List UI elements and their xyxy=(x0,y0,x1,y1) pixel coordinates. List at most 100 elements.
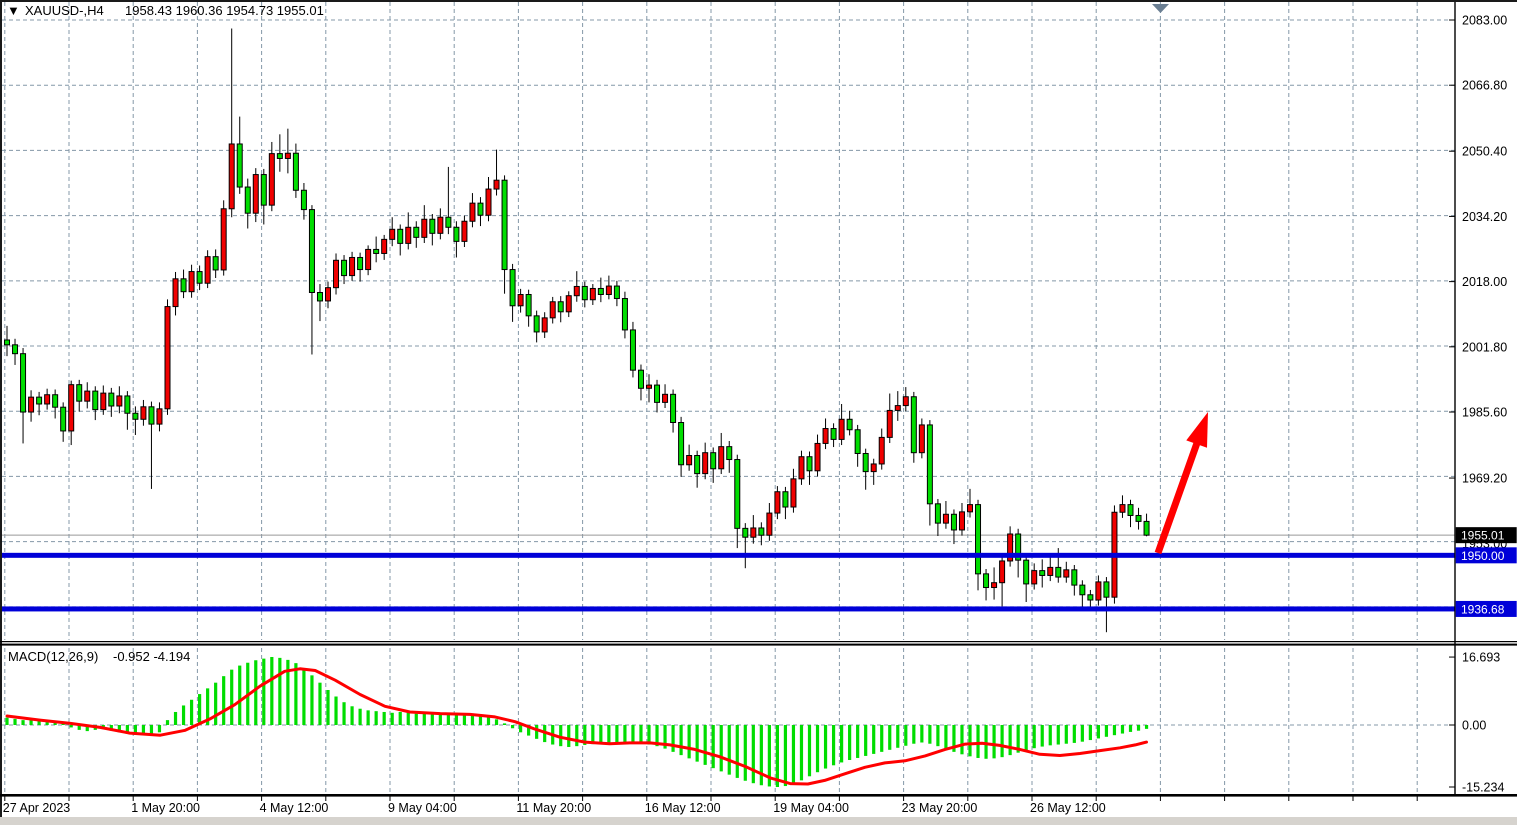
candle-bear xyxy=(533,315,540,333)
candle-bull xyxy=(461,220,468,242)
candle-bear xyxy=(413,226,420,238)
gridlines xyxy=(2,2,1455,792)
candle-bear xyxy=(581,285,588,301)
candle-bull xyxy=(605,285,612,296)
candle-bear xyxy=(180,278,187,293)
candle-bear xyxy=(934,503,941,524)
candle-bull xyxy=(798,456,805,480)
candle-bull xyxy=(702,452,709,475)
candle-bear xyxy=(670,393,677,424)
horizontal-level-line[interactable] xyxy=(2,606,1455,612)
candle-bear xyxy=(1127,504,1134,516)
candle-bull xyxy=(662,393,669,403)
candle-bear xyxy=(862,452,869,473)
candle-bear xyxy=(244,186,251,214)
candle-bull xyxy=(750,527,757,538)
candle-bear xyxy=(92,390,99,411)
candle-bear xyxy=(742,527,749,538)
level-price-badge-text: 1950.00 xyxy=(1461,549,1505,563)
candle-bull xyxy=(999,560,1006,584)
symbol-dropdown-icon[interactable]: ▼ xyxy=(7,3,20,18)
candle-bull xyxy=(1047,566,1054,576)
price-axis-label: 2050.40 xyxy=(1462,145,1507,159)
candle-bear xyxy=(316,291,323,302)
candle-bear xyxy=(300,189,307,211)
candle-bear xyxy=(477,202,484,216)
candle-bull xyxy=(252,174,259,214)
time-axis-label: 9 May 04:00 xyxy=(388,801,457,815)
macd-axis-label: -15.234 xyxy=(1462,781,1504,795)
candle-bull xyxy=(437,216,444,234)
candle-bull xyxy=(1007,533,1014,562)
candle-bull xyxy=(565,295,572,313)
axes-labels: 1953.002083.002066.802050.402034.202018.… xyxy=(3,14,1507,816)
trend-arrow-object[interactable] xyxy=(1154,412,1208,555)
candle-bear xyxy=(854,429,861,454)
candle-bull xyxy=(389,228,396,240)
candle-bull xyxy=(814,442,821,472)
candle-bull xyxy=(44,394,51,405)
candle-bear xyxy=(1055,566,1062,578)
candle-bear xyxy=(782,491,789,508)
horizontal-level-line[interactable] xyxy=(2,552,1455,558)
candle-bear xyxy=(1023,559,1030,585)
candles-layer xyxy=(4,28,1150,633)
candle-bear xyxy=(678,422,685,466)
level-price-badge xyxy=(1455,547,1517,564)
candle-bear xyxy=(445,216,452,228)
candle-bear xyxy=(613,285,620,300)
candle-bear xyxy=(453,226,460,242)
candle-bear xyxy=(501,179,508,271)
candle-bear xyxy=(846,418,853,431)
candle-bull xyxy=(886,409,893,438)
candle-bear xyxy=(212,256,219,271)
candle-bear xyxy=(236,143,243,188)
candle-bear xyxy=(654,384,661,403)
arrow-shaft[interactable] xyxy=(1154,437,1202,555)
candle-bull xyxy=(1031,570,1038,585)
candle-bear xyxy=(292,152,299,191)
price-axis-label: 1969.20 xyxy=(1462,472,1507,486)
candle-bear xyxy=(1103,581,1110,598)
candle-bull xyxy=(766,512,773,536)
candle-bear xyxy=(276,153,283,159)
pane-separator-b[interactable] xyxy=(0,643,1517,646)
candle-bear xyxy=(1039,570,1046,576)
chart-shift-end-marker[interactable] xyxy=(1152,4,1169,13)
candle-bull xyxy=(84,390,91,402)
macd-axis-label: 0.00 xyxy=(1462,719,1486,733)
candle-bull xyxy=(958,511,965,531)
candle-bull xyxy=(517,294,524,307)
candle-bull xyxy=(878,436,885,465)
arrow-head[interactable] xyxy=(1186,412,1208,448)
candle-bear xyxy=(806,456,813,472)
candle-bull xyxy=(902,396,909,407)
time-axis-label: 23 May 20:00 xyxy=(902,801,978,815)
support-resistance-lines[interactable] xyxy=(2,552,1455,612)
candle-bull xyxy=(469,202,476,222)
candle-bear xyxy=(509,269,516,307)
candle-bull xyxy=(967,504,973,513)
time-axis-separator xyxy=(0,794,1517,797)
candle-bear xyxy=(36,396,43,405)
price-axis-label: 2083.00 xyxy=(1462,14,1507,28)
pane-separator-a[interactable] xyxy=(0,641,1517,643)
price-axis-label: 2066.80 xyxy=(1462,79,1507,93)
candle-bear xyxy=(734,459,741,529)
candle-bear xyxy=(694,455,701,475)
price-axis-label: 2034.20 xyxy=(1462,210,1507,224)
candle-bear xyxy=(20,353,27,413)
candle-bull xyxy=(100,392,107,411)
candle-bear xyxy=(1135,514,1142,522)
price-axis-label: 2001.80 xyxy=(1462,340,1507,354)
price-axis-label: 2018.00 xyxy=(1462,275,1507,289)
time-axis-label: 1 May 20:00 xyxy=(131,801,200,815)
candle-bear xyxy=(12,344,19,355)
candle-bear xyxy=(950,513,957,531)
candle-bull xyxy=(333,259,340,289)
price-badges: 1955.01 1950.00 1936.68 xyxy=(1455,527,1517,617)
level-price-badge-text: 1936.68 xyxy=(1461,602,1505,616)
